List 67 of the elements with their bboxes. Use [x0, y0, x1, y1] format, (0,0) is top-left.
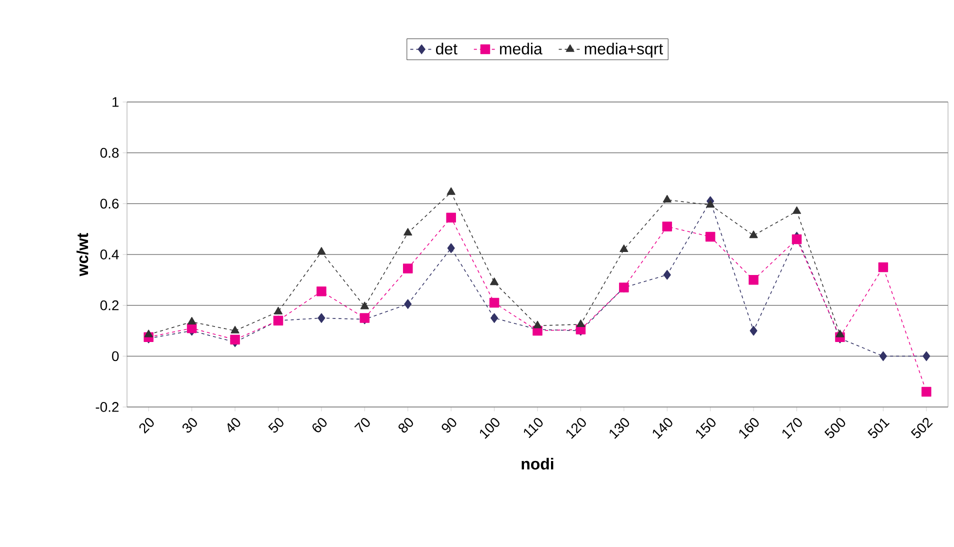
x-tick-label: 110: [524, 418, 543, 438]
point: [748, 275, 758, 285]
legend-label: media+sqrt: [584, 42, 664, 58]
point: [663, 270, 671, 280]
y-tick-label: 0.8: [100, 148, 119, 158]
point: [360, 302, 369, 310]
x-tick-label: 140: [652, 418, 672, 439]
point: [404, 299, 412, 309]
point: [792, 206, 802, 214]
x-tick-label: 70: [354, 418, 370, 432]
point: [402, 264, 413, 274]
x-tick-label: 90: [442, 418, 456, 433]
point: [404, 228, 412, 236]
point: [274, 306, 283, 314]
point: [749, 230, 758, 238]
x-tick-label: 160: [739, 418, 759, 439]
point: [878, 262, 888, 272]
x-tick-label: 50: [268, 418, 284, 433]
point: [446, 212, 456, 223]
point: [188, 316, 196, 324]
x-tick-label: 500: [824, 418, 846, 438]
x-tick-label: 130: [610, 418, 630, 439]
point: [230, 326, 240, 334]
x-tick-label: 100: [480, 418, 500, 439]
x-tick-label: 170: [782, 418, 802, 439]
point: [922, 386, 932, 397]
y-tick-label: 1: [112, 97, 119, 107]
x-tick-label: 20: [139, 418, 154, 434]
point: [662, 222, 672, 232]
point: [316, 286, 326, 296]
x-tick-label: 60: [312, 418, 327, 432]
point: [879, 351, 887, 362]
point: [144, 330, 153, 338]
point: [836, 330, 844, 338]
point: [662, 194, 672, 202]
x-tick-label: 150: [696, 418, 716, 439]
point: [533, 320, 542, 328]
point: [576, 320, 585, 328]
point: [490, 313, 498, 323]
point: [447, 243, 455, 254]
legend-label: det: [436, 42, 458, 54]
x-tick-label: 501: [868, 418, 890, 438]
x-tick-label: 40: [228, 418, 240, 432]
point: [792, 234, 802, 244]
y-tick-label: -0.2: [96, 402, 119, 412]
point: [446, 187, 456, 195]
x-tick-label: 80: [398, 418, 414, 433]
y-tick-label: 0: [112, 351, 119, 362]
x-tick-label: 30: [182, 418, 197, 433]
point: [490, 278, 499, 286]
y-tick-label: 0.2: [100, 300, 119, 310]
x-axis-title: nodi: [522, 458, 554, 470]
point: [706, 200, 715, 208]
x-tick-label: 120: [566, 418, 586, 439]
y-axis-title: wc/wt: [76, 232, 88, 276]
point: [318, 313, 326, 323]
x-tick-label: 502: [910, 418, 933, 438]
point: [489, 298, 500, 308]
y-tick-label: 0.6: [100, 198, 119, 209]
legend-label: media: [500, 42, 542, 54]
point: [922, 351, 930, 362]
point: [317, 247, 326, 255]
point: [750, 326, 758, 336]
point: [230, 334, 240, 345]
y-tick-label: 0.4: [100, 250, 119, 260]
point: [705, 232, 716, 242]
point: [620, 244, 628, 252]
